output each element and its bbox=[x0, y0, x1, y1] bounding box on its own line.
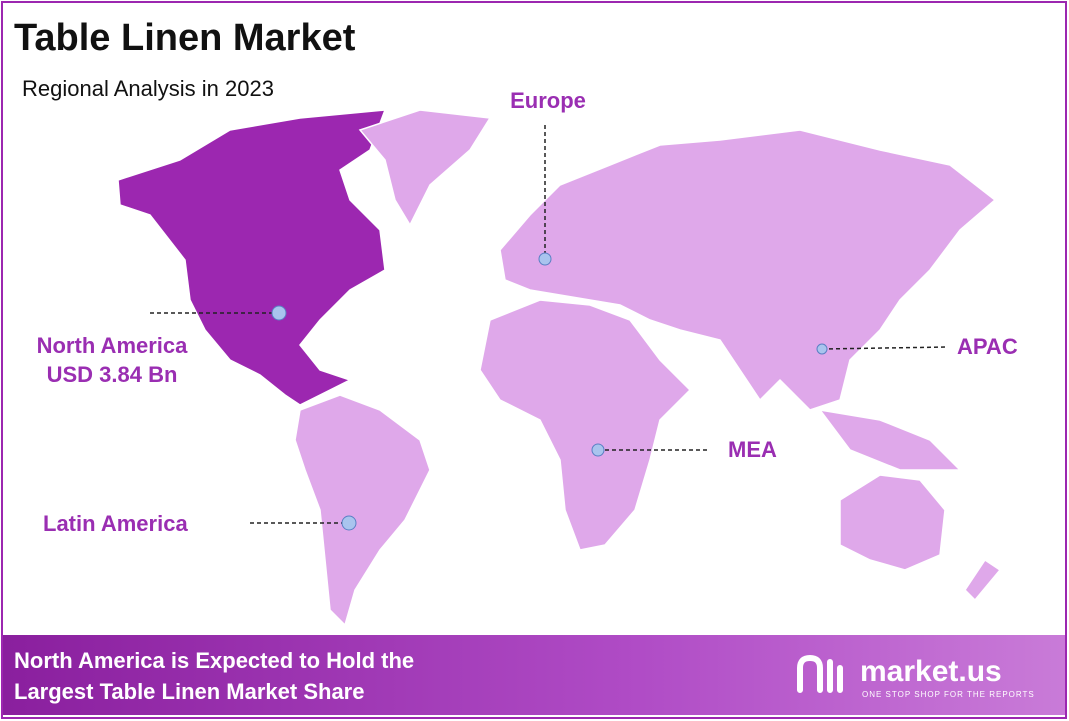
south-america bbox=[294, 394, 431, 627]
region-label: MEA bbox=[728, 437, 777, 462]
region-value: USD 3.84 Bn bbox=[47, 362, 178, 387]
title: Table Linen Market bbox=[14, 17, 356, 59]
region-label: North America bbox=[37, 333, 189, 358]
new-zealand bbox=[964, 558, 1002, 602]
marker bbox=[538, 252, 552, 266]
logo-name: market.us bbox=[860, 655, 1002, 688]
region-label: APAC bbox=[957, 334, 1018, 359]
eurasia bbox=[499, 129, 997, 411]
region-label: Latin America bbox=[43, 511, 188, 536]
callouts bbox=[150, 125, 949, 531]
greenland bbox=[358, 109, 492, 227]
south-east-asia bbox=[818, 408, 962, 471]
australia bbox=[839, 474, 946, 571]
marker bbox=[816, 343, 828, 355]
subtitle: Regional Analysis in 2023 bbox=[22, 76, 274, 101]
logo-tagline: ONE STOP SHOP FOR THE REPORTS bbox=[862, 690, 1035, 699]
footer-text: Largest Table Linen Market Share bbox=[14, 679, 364, 704]
marker bbox=[591, 443, 605, 457]
africa bbox=[479, 299, 692, 551]
logo-mark bbox=[797, 654, 843, 693]
footer-text: North America is Expected to Hold the bbox=[14, 648, 414, 673]
marker bbox=[271, 305, 287, 321]
world-map bbox=[117, 109, 1002, 627]
callout-line bbox=[821, 346, 949, 350]
region-label: Europe bbox=[510, 88, 586, 113]
north-america bbox=[117, 109, 387, 406]
footer-band bbox=[3, 635, 1065, 715]
logo: market.us ONE STOP SHOP FOR THE REPORTS bbox=[797, 654, 1035, 699]
marker bbox=[341, 515, 357, 531]
